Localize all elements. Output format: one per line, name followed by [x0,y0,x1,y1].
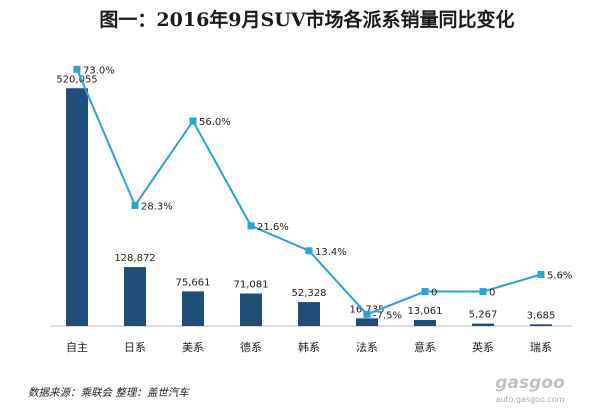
bar-value-label: 75,661 [176,277,211,288]
bar-value-label: 16,735 [350,304,385,315]
category-label: 瑞系 [530,340,552,354]
category-label: 日系 [124,341,146,354]
growth-value-label: 13.4% [315,247,347,258]
bar-value-label: 520,055 [56,74,97,85]
growth-value-label: 0 [431,288,437,299]
bar-5 [298,302,320,326]
growth-value-label: 5.6% [547,271,572,282]
bar-value-label: 128,872 [114,253,155,264]
category-label: 自主 [66,341,88,354]
category-label: 德系 [240,340,262,354]
growth-point-9 [537,271,545,279]
bar-1 [66,88,88,326]
growth-point-5 [305,247,313,255]
growth-point-8 [479,288,487,296]
bar-value-label: 71,081 [234,280,269,291]
watermark-brand: gasgoo [495,373,565,393]
growth-point-2 [131,201,139,209]
category-label: 英系 [472,340,494,354]
bar-labels-group: 520,055 128,872 75,661 71,081 52,328 16,735 13… [56,74,555,321]
growth-point-7 [421,288,429,296]
growth-value-label: 0 [489,288,495,299]
bar-6 [356,318,378,326]
growth-point-4 [247,222,255,230]
category-label: 法系 [356,340,378,354]
growth-point-1 [73,65,81,73]
bars-group [66,88,552,326]
category-label: 美系 [182,341,204,354]
category-label: 意系 [414,340,436,354]
growth-line-group: 73.0% 28.3% 56.0% 21.6% 13.4% -7.5% 0 0 5.6% [73,65,572,321]
bar-4 [240,293,262,326]
category-label: 韩系 [298,340,320,354]
growth-value-label: 28.3% [141,201,173,212]
category-labels-group: 自主 日系 美系 德系 韩系 法系 意系 英系 瑞系 [66,340,552,354]
watermark-url: auto.gasgoo.com [496,395,565,404]
bar-value-label: 5,267 [469,310,498,321]
growth-value-label: -7.5% [373,310,402,321]
bar-7 [414,320,436,326]
growth-line [76,68,542,316]
bar-9 [530,324,552,326]
watermark-logo: gasgoo auto.gasgoo.com [495,373,565,404]
bar-value-label: 3,685 [527,310,556,321]
bar-value-label: 13,061 [408,306,443,317]
chart-title: 图一：2016年9月SUV市场各派系销量同比变化 [99,8,514,31]
growth-point-3 [189,117,197,125]
source-note: 数据来源：乘联会 整理：盖世汽车 [28,387,190,399]
bar-3 [182,291,204,326]
bar-2 [124,267,146,326]
growth-value-label: 21.6% [257,222,289,233]
growth-value-label: 73.0% [83,65,115,76]
growth-value-label: 56.0% [199,117,231,128]
bar-value-label: 52,328 [292,288,327,299]
growth-point-6 [363,310,371,318]
bar-8 [472,323,494,326]
